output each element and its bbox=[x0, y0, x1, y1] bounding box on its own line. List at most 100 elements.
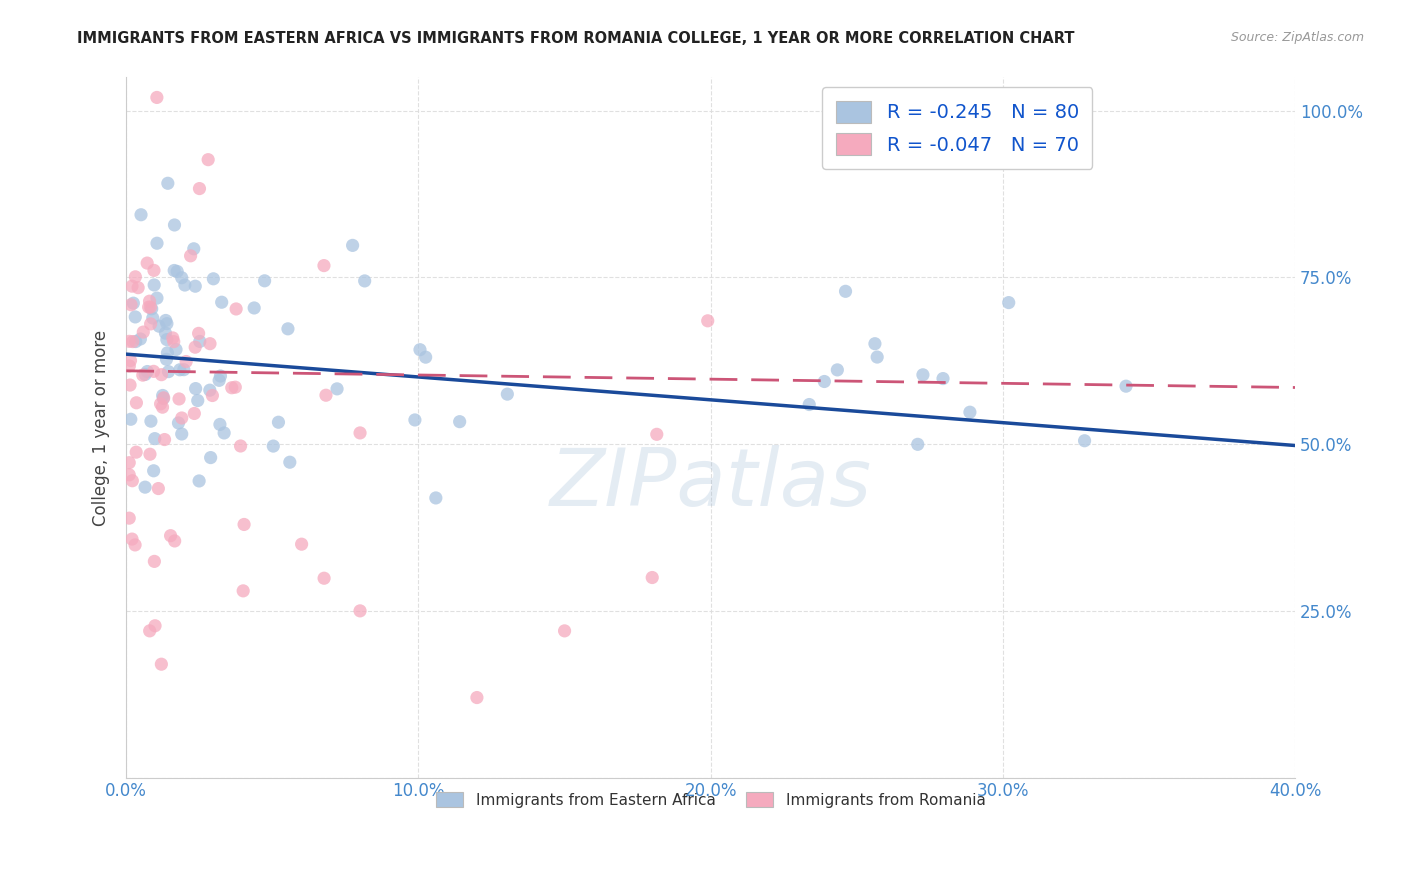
Point bbox=[225, 301, 247, 316]
Point bbox=[142, 364, 165, 378]
Point bbox=[208, 417, 231, 432]
Point bbox=[127, 281, 149, 295]
Point bbox=[253, 274, 276, 288]
Point bbox=[153, 433, 176, 447]
Point bbox=[262, 439, 284, 453]
Point bbox=[156, 317, 179, 331]
Point bbox=[155, 326, 177, 340]
Point bbox=[415, 350, 437, 364]
Point bbox=[162, 331, 184, 345]
Point bbox=[449, 415, 471, 429]
Point bbox=[799, 398, 821, 412]
Point bbox=[209, 369, 232, 384]
Point bbox=[863, 336, 886, 351]
Point bbox=[349, 425, 371, 440]
Point bbox=[143, 277, 166, 292]
Point bbox=[124, 310, 146, 324]
Point bbox=[166, 264, 188, 278]
Point bbox=[141, 301, 163, 316]
Point bbox=[129, 208, 152, 222]
Point bbox=[129, 332, 152, 346]
Point bbox=[167, 392, 190, 406]
Point bbox=[907, 437, 929, 451]
Point bbox=[224, 380, 246, 394]
Point bbox=[165, 343, 187, 357]
Point bbox=[156, 176, 179, 190]
Point bbox=[827, 363, 849, 377]
Point bbox=[187, 393, 209, 408]
Point bbox=[132, 325, 155, 339]
Point bbox=[641, 570, 664, 584]
Point bbox=[233, 517, 256, 532]
Point bbox=[208, 373, 231, 387]
Point bbox=[163, 263, 186, 277]
Point bbox=[132, 368, 155, 383]
Point bbox=[152, 388, 174, 402]
Point bbox=[118, 334, 141, 349]
Point bbox=[143, 554, 166, 568]
Point bbox=[404, 413, 426, 427]
Point bbox=[409, 343, 432, 357]
Point bbox=[267, 415, 290, 429]
Point bbox=[170, 270, 193, 285]
Point bbox=[170, 427, 193, 442]
Point bbox=[124, 538, 146, 552]
Point bbox=[121, 334, 143, 349]
Point bbox=[187, 326, 209, 341]
Point bbox=[1073, 434, 1095, 448]
Point bbox=[143, 263, 166, 277]
Point bbox=[149, 397, 172, 411]
Point bbox=[243, 301, 266, 315]
Point bbox=[138, 624, 160, 638]
Text: IMMIGRANTS FROM EASTERN AFRICA VS IMMIGRANTS FROM ROMANIA COLLEGE, 1 YEAR OR MOR: IMMIGRANTS FROM EASTERN AFRICA VS IMMIGR… bbox=[77, 31, 1074, 46]
Point bbox=[134, 368, 156, 382]
Point bbox=[326, 382, 349, 396]
Point bbox=[184, 382, 207, 396]
Point bbox=[138, 300, 160, 314]
Point bbox=[221, 381, 243, 395]
Point bbox=[152, 392, 174, 406]
Point bbox=[157, 365, 180, 379]
Point bbox=[118, 467, 141, 482]
Point bbox=[139, 447, 162, 461]
Point bbox=[163, 218, 186, 232]
Point bbox=[342, 238, 364, 252]
Point bbox=[148, 319, 170, 334]
Point bbox=[125, 445, 148, 459]
Point bbox=[211, 295, 233, 310]
Point bbox=[169, 363, 191, 377]
Point bbox=[152, 400, 174, 414]
Point bbox=[229, 439, 252, 453]
Point bbox=[139, 414, 162, 428]
Point bbox=[122, 296, 145, 310]
Point bbox=[465, 690, 488, 705]
Point bbox=[174, 354, 197, 368]
Point bbox=[198, 336, 221, 351]
Point bbox=[118, 359, 141, 373]
Point bbox=[232, 583, 254, 598]
Point bbox=[121, 474, 143, 488]
Point bbox=[155, 352, 177, 367]
Point bbox=[156, 346, 179, 360]
Point bbox=[120, 353, 142, 368]
Point bbox=[146, 90, 169, 104]
Point bbox=[142, 464, 165, 478]
Point bbox=[425, 491, 447, 505]
Point bbox=[136, 365, 159, 379]
Point bbox=[148, 482, 170, 496]
Point bbox=[1115, 379, 1137, 393]
Point bbox=[163, 334, 186, 349]
Point bbox=[120, 298, 142, 312]
Point bbox=[202, 272, 225, 286]
Point bbox=[121, 532, 143, 546]
Point bbox=[156, 333, 179, 347]
Point bbox=[146, 291, 169, 305]
Point bbox=[139, 317, 162, 331]
Point bbox=[315, 388, 337, 402]
Point bbox=[291, 537, 314, 551]
Point bbox=[142, 311, 165, 326]
Point bbox=[118, 456, 141, 470]
Point bbox=[813, 375, 835, 389]
Point bbox=[645, 427, 668, 442]
Point bbox=[696, 314, 718, 328]
